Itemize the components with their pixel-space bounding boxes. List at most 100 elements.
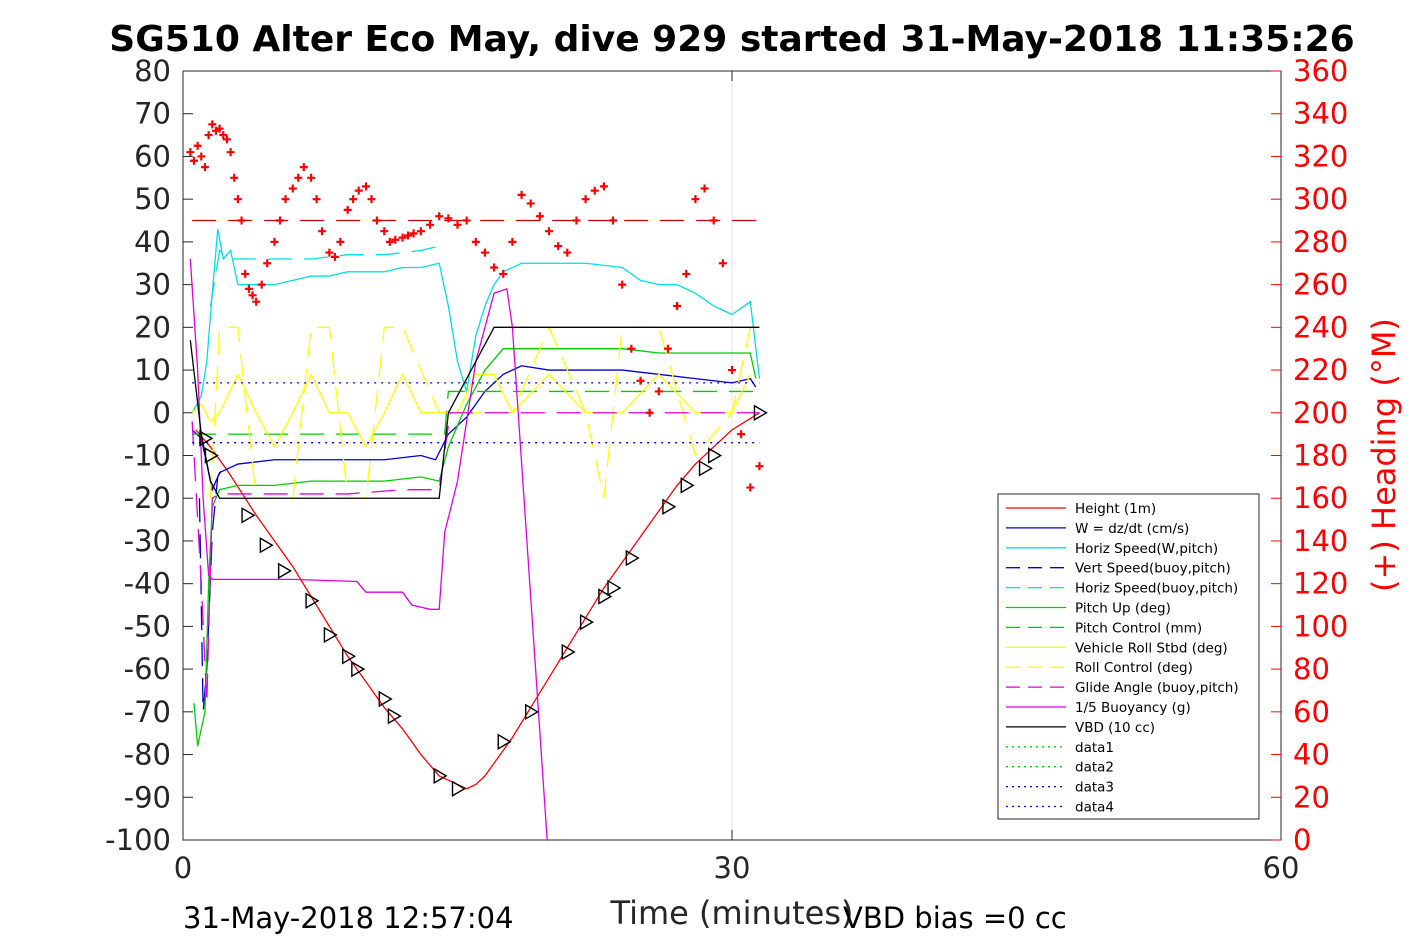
x-axis: 0 30 60: [174, 71, 1299, 885]
heading-point: [682, 269, 691, 278]
heading-point: [367, 195, 376, 204]
position-marker: [598, 588, 613, 605]
legend-label-3: Vert Speed(buoy,pitch): [1075, 561, 1231, 577]
series-line-5: [193, 348, 757, 747]
y-right-tick-label: 160: [1293, 481, 1348, 515]
heading-point: [215, 124, 224, 133]
heading-point: [755, 462, 764, 471]
y-right-tick-label: 340: [1293, 97, 1348, 131]
heading-point: [398, 233, 407, 242]
position-marker: [342, 648, 357, 665]
position-marker: [433, 767, 448, 785]
legend-label-10: 1/5 Buoyancy (g): [1075, 700, 1191, 716]
y-right-tick-label: 260: [1293, 268, 1348, 302]
y-tick-label: -50: [124, 609, 171, 643]
heading-point: [746, 483, 755, 492]
heading-point: [654, 387, 663, 396]
heading-point: [336, 237, 345, 246]
position-marker: [277, 562, 293, 580]
position-marker: [561, 643, 576, 661]
position-marker: [708, 447, 723, 464]
heading-point: [380, 227, 389, 236]
heading-point: [204, 131, 213, 140]
heading-point: [728, 366, 736, 375]
position-marker: [351, 660, 366, 678]
series-line-11: [189, 326, 760, 499]
heading-point: [325, 248, 334, 257]
heading-point: [354, 186, 363, 195]
series-line-10: [189, 258, 548, 841]
heading-point: [404, 231, 413, 240]
heading-point: [391, 235, 400, 244]
legend-label-8: Roll Control (deg): [1075, 660, 1193, 676]
heading-point: [208, 120, 217, 129]
heading-point: [270, 237, 279, 246]
heading-point: [554, 242, 563, 251]
y-tick-label: -10: [124, 439, 171, 473]
y-right-tick-label: 0: [1293, 823, 1311, 857]
y-right-tick-label: 140: [1293, 524, 1348, 558]
heading-point: [248, 291, 257, 300]
heading-point: [330, 252, 339, 261]
legend-label-9: Glide Angle (buoy,pitch): [1075, 680, 1239, 696]
position-marker: [525, 703, 540, 721]
position-marker: [607, 579, 622, 597]
heading-point: [252, 297, 261, 306]
heading-point: [581, 195, 590, 204]
y-tick-label: 80: [134, 54, 171, 88]
heading-point: [372, 216, 381, 225]
heading-point: [563, 248, 572, 257]
heading-point: [462, 216, 471, 225]
y-right-tick-label: 300: [1293, 182, 1348, 216]
legend-label-4: Horiz Speed(buoy,pitch): [1075, 581, 1238, 597]
legend-label-15: data4: [1075, 800, 1114, 816]
y-tick-label: -60: [124, 652, 171, 686]
heading-point: [590, 186, 599, 195]
heading-point: [241, 269, 250, 278]
heading-point: [663, 344, 672, 353]
heading-point: [618, 280, 627, 289]
y-right-tick-label: 60: [1293, 695, 1330, 729]
position-marker: [204, 447, 219, 464]
y-right-tick-label: 200: [1293, 396, 1348, 430]
x-tick-label: 0: [174, 851, 192, 885]
position-marker: [579, 613, 594, 631]
heading-point: [490, 263, 499, 272]
heading-point: [535, 212, 544, 221]
heading-point: [343, 205, 352, 214]
legend-label-5: Pitch Up (deg): [1075, 601, 1171, 617]
heading-point: [416, 227, 425, 236]
heading-point: [281, 195, 290, 204]
y-right-tick-label: 40: [1293, 738, 1330, 772]
y-right-tick-label: 240: [1293, 310, 1348, 344]
y-axis-right-label: (+) Heading (°M): [1365, 318, 1403, 592]
position-marker: [698, 460, 713, 477]
heading-point: [362, 182, 370, 191]
heading-point: [219, 131, 228, 140]
x-axis-label: Time (minutes): [610, 894, 854, 932]
heading-point: [233, 195, 242, 204]
heading-point: [197, 152, 206, 161]
position-marker: [497, 733, 512, 750]
heading-point: [435, 212, 444, 221]
position-marker: [662, 498, 677, 515]
legend-label-6: Pitch Control (mm): [1075, 620, 1202, 636]
x-tick-label: 30: [714, 851, 751, 885]
y-right-tick-label: 360: [1293, 54, 1348, 88]
legend-label-2: Horiz Speed(W,pitch): [1075, 541, 1218, 557]
position-marker: [753, 404, 768, 421]
heading-point: [526, 199, 535, 208]
heading-point: [453, 220, 462, 229]
y-tick-label: 60: [134, 139, 171, 173]
position-marker: [387, 707, 402, 725]
position-marker: [323, 626, 338, 644]
position-marker-layer: [199, 404, 768, 797]
y-axis-right: 3603403203002802602402202001801601401201…: [1271, 54, 1348, 857]
heading-point: [499, 269, 508, 278]
heading-point: [226, 148, 235, 157]
y-tick-label: -90: [124, 780, 171, 814]
legend-label-14: data3: [1075, 780, 1114, 796]
heading-point: [288, 184, 297, 193]
heading-point: [257, 280, 266, 289]
